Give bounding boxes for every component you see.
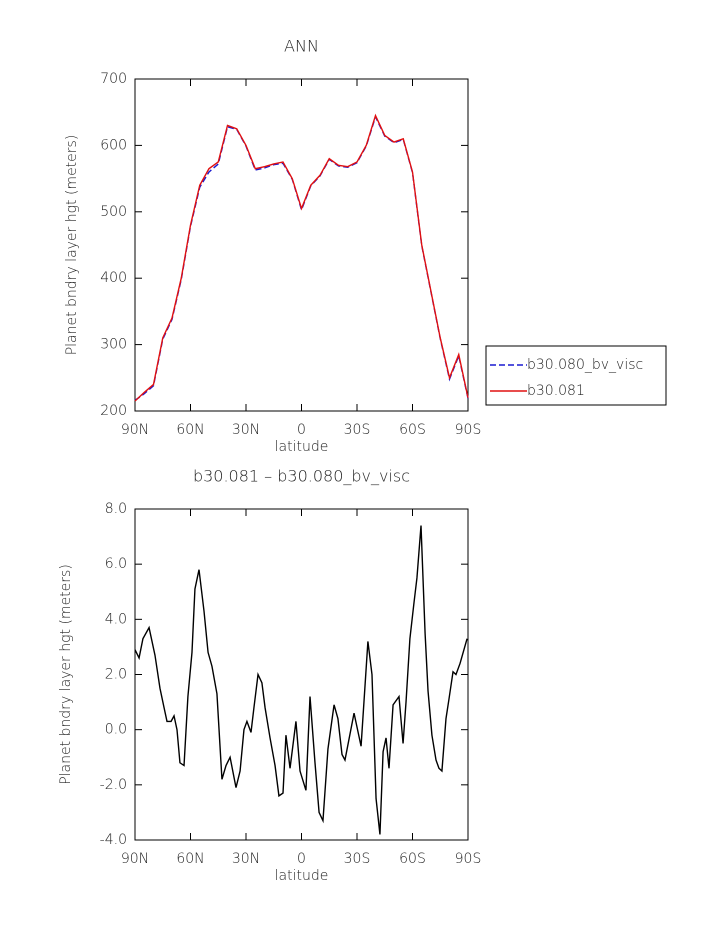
x-tick-label: 90N	[121, 851, 149, 867]
x-tick-label: 0	[297, 851, 306, 867]
chart-title: ANN	[284, 37, 319, 56]
y-tick-label: 700	[100, 71, 127, 87]
chart-panel: b30.081 – b30.080_bv_visc 90N 60N 30N 0 30S 60…	[58, 467, 481, 885]
y-tick-label: 200	[100, 403, 127, 419]
x-tick-label: 60S	[399, 851, 426, 867]
x-axis-label: latitude	[275, 439, 329, 455]
x-tick-label: 60N	[176, 851, 204, 867]
x-tick-label: 0	[297, 422, 306, 438]
y-tick-label: 6.0	[105, 556, 127, 572]
x-tick-label: 30N	[232, 851, 260, 867]
plot-frame	[134, 78, 469, 412]
y-tick-label: 400	[100, 270, 127, 286]
y-tick-label: 2.0	[105, 667, 127, 683]
data-line	[134, 525, 468, 835]
chart-title: b30.081 – b30.080_bv_visc	[193, 467, 410, 486]
y-tick-label: 8.0	[105, 501, 127, 517]
y-tick-label: -4.0	[100, 832, 127, 848]
data-line	[134, 113, 469, 402]
x-tick-label: 90S	[455, 851, 482, 867]
x-tick-label: 30S	[344, 422, 371, 438]
x-tick-label: 60N	[176, 422, 204, 438]
legend-label: b30.081	[527, 383, 585, 399]
y-axis-label: Planet bndry layer hgt (meters)	[58, 564, 74, 785]
y-axis-label: Planet bndry layer hgt (meters)	[64, 135, 80, 356]
x-tick-label: 30N	[232, 422, 260, 438]
y-tick-label: 0.0	[105, 722, 127, 738]
x-tick-label: 90N	[121, 422, 149, 438]
y-tick-label: 600	[100, 137, 127, 153]
x-axis-label: latitude	[275, 868, 329, 884]
legend-label: b30.080_bv_visc	[527, 357, 643, 373]
y-tick-label: 300	[100, 337, 127, 353]
x-tick-label: 60S	[399, 422, 426, 438]
y-tick-label: 4.0	[105, 611, 127, 627]
y-tick-label: -2.0	[100, 777, 127, 793]
x-tick-label: 90S	[455, 422, 482, 438]
chart-panel: ANN 90N 60N 30N 0 30S 60S 90S 200 300 400 500 600 700…	[64, 37, 667, 455]
legend-box	[485, 345, 667, 406]
y-tick-label: 500	[100, 204, 127, 220]
x-tick-label: 30S	[344, 851, 371, 867]
